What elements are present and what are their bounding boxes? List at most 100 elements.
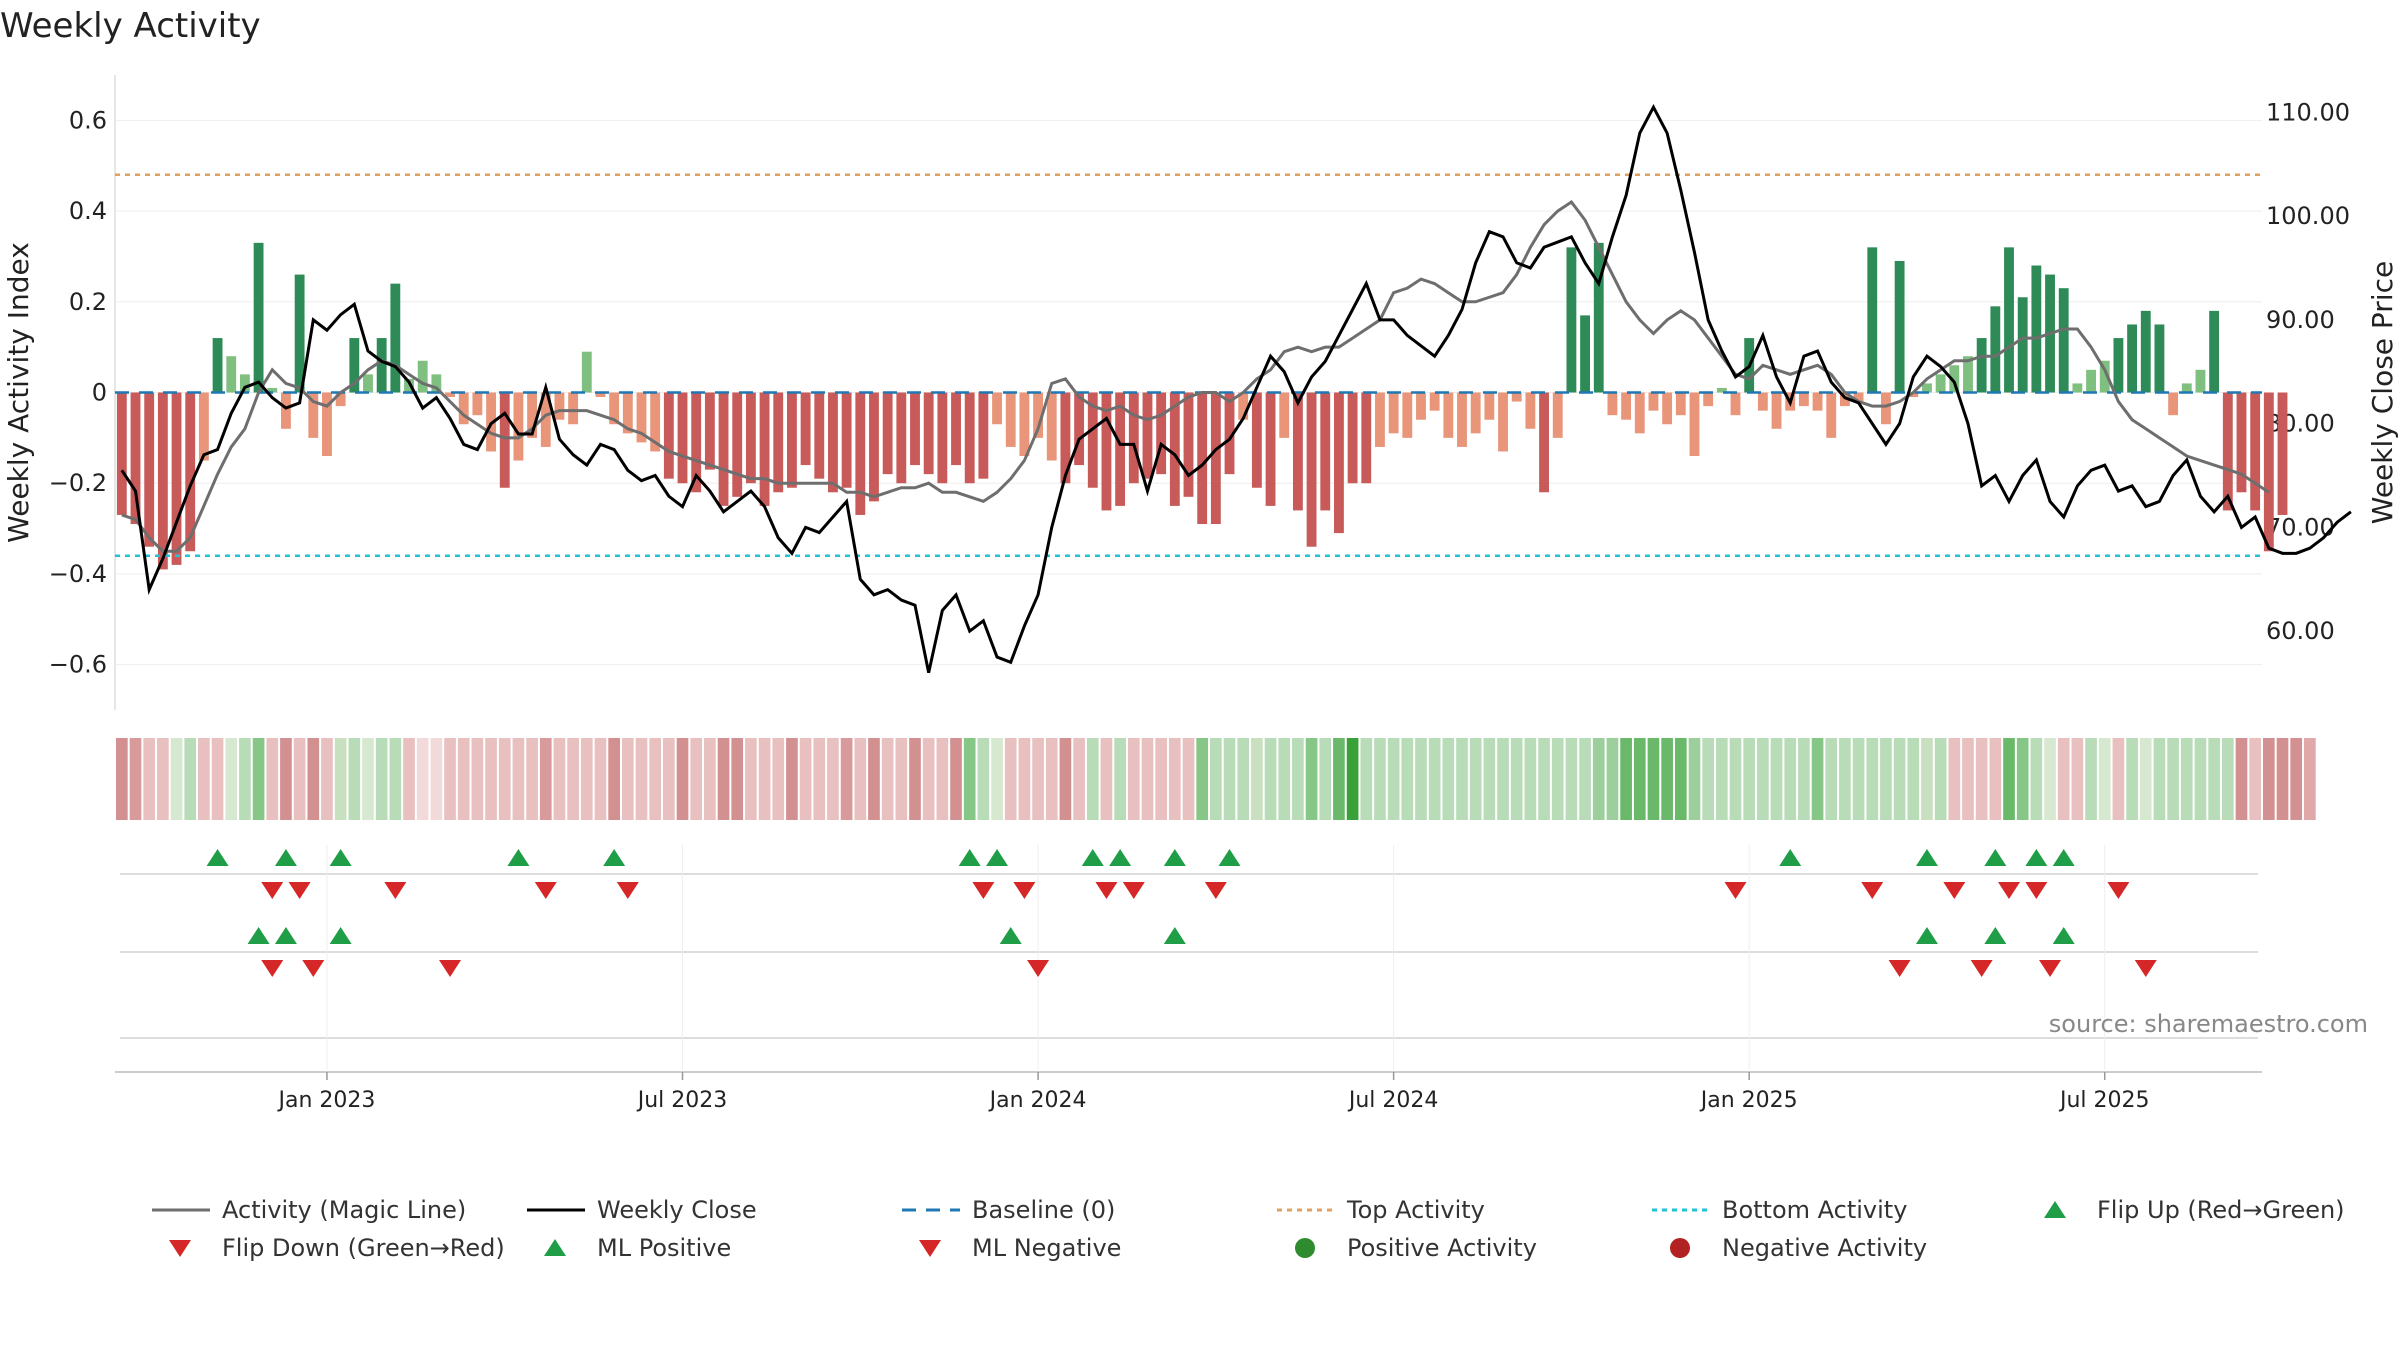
activity-strip-cell [1360, 738, 1373, 820]
activity-strip-cell [2180, 738, 2193, 820]
activity-bar [828, 392, 838, 493]
flip-down-marker [1861, 882, 1884, 899]
activity-bar [1894, 260, 1905, 393]
activity-bar [992, 392, 1002, 425]
activity-bar [1949, 365, 1960, 393]
activity-bar [2209, 310, 2220, 393]
flip-down-marker [1095, 882, 1118, 899]
activity-bar [814, 392, 825, 479]
flip-up-marker [507, 849, 530, 866]
flip-down-marker [2107, 882, 2130, 899]
activity-strip-cell [1114, 738, 1126, 820]
activity-bar [1716, 387, 1727, 393]
activity-bar [2099, 360, 2110, 393]
activity-strip-cell [485, 738, 497, 820]
activity-strip-cell [266, 738, 279, 820]
legend-swatch-ml_pos [544, 1239, 566, 1256]
activity-bar [1046, 392, 1057, 461]
activity-strip-cell [1729, 738, 1742, 820]
activity-strip-cell [1811, 738, 1824, 820]
ml-positive-marker [1163, 927, 1186, 944]
activity-strip-cell [1210, 738, 1222, 820]
flip-down-marker [1943, 882, 1966, 899]
activity-strip-cell [1880, 738, 1892, 820]
activity-strip-cell [1948, 738, 1961, 820]
activity-strip-cell [1661, 738, 1673, 820]
activity-bar [130, 392, 141, 525]
activity-strip-cell [621, 738, 634, 820]
activity-strip-cell [991, 738, 1003, 820]
activity-strip-cell [1620, 738, 1632, 820]
activity-bar [1334, 392, 1344, 534]
activity-bar [1963, 356, 1973, 393]
activity-bar [1908, 392, 1919, 398]
flip-up-marker [958, 849, 981, 866]
activity-strip-cell [1702, 738, 1714, 820]
activity-bar [1648, 392, 1659, 411]
activity-bar [1580, 315, 1591, 393]
flip-down-marker [384, 882, 407, 899]
activity-strip-cell [430, 738, 443, 820]
legend-label: Negative Activity [1722, 1234, 1928, 1262]
activity-bar [1976, 338, 1987, 393]
activity-bar [1498, 392, 1508, 452]
activity-bar [1703, 392, 1714, 407]
activity-bar [1128, 392, 1139, 484]
activity-bar [1730, 392, 1741, 416]
x-tick-label: Jan 2025 [1699, 1088, 1798, 1113]
activity-strip-cell [731, 738, 744, 820]
activity-bar [650, 392, 661, 452]
activity-bar [1922, 383, 1932, 393]
activity-bar [472, 392, 483, 416]
activity-bar [1060, 392, 1071, 484]
activity-strip-cell [1073, 738, 1085, 820]
flip-up-marker [1218, 849, 1241, 866]
flip-up-marker [1915, 849, 1938, 866]
y-tick-label: −0.6 [49, 651, 107, 679]
x-tick-label: Jul 2025 [2058, 1088, 2150, 1113]
activity-strip-cell [2126, 738, 2138, 820]
activity-bar [527, 392, 538, 438]
activity-strip-cell [1852, 738, 1865, 820]
activity-strip-cell [1921, 738, 1933, 820]
legend-item-pos_act: Positive Activity [1275, 1233, 1650, 1263]
activity-strip-cell [1415, 738, 1427, 820]
flip-up-marker [1163, 849, 1186, 866]
activity-strip-cell [1374, 738, 1386, 820]
activity-strip-cell [321, 738, 333, 820]
activity-bar [1511, 392, 1522, 402]
activity-strip-cell [2194, 738, 2207, 820]
activity-bar [786, 392, 797, 488]
activity-bar [1457, 392, 1467, 447]
activity-bar [2168, 392, 2179, 416]
activity-strip-cell [950, 738, 962, 820]
legend-item-neg_act: Negative Activity [1650, 1233, 2025, 1263]
activity-bar [923, 392, 934, 475]
flip-up-marker [603, 849, 626, 866]
flip-up-marker [206, 849, 229, 866]
activity-bar [609, 392, 620, 425]
y-tick-label: 0 [92, 379, 107, 407]
activity-strip-cell [895, 738, 908, 820]
flip-up-marker [1984, 849, 2007, 866]
legend-swatch-close [527, 1208, 585, 1212]
activity-strip-cell [1141, 738, 1154, 820]
flip-up-marker [986, 849, 1009, 866]
ml-negative-marker [1970, 960, 1993, 977]
activity-bar [2072, 383, 2083, 393]
activity-strip-cell [1182, 738, 1195, 820]
activity-bar [622, 392, 633, 434]
ml-positive-marker [274, 927, 297, 944]
activity-bar [1265, 392, 1276, 506]
activity-strip-cell [198, 738, 210, 820]
activity-strip-cell [471, 738, 484, 820]
activity-strip-cell [211, 738, 224, 820]
legend-label: Bottom Activity [1722, 1196, 1908, 1224]
activity-bar [349, 338, 360, 393]
activity-strip-cell [280, 738, 292, 820]
activity-bar [116, 392, 127, 515]
flip-up-marker [2052, 849, 2075, 866]
activity-bar [1484, 392, 1495, 420]
activity-bar [499, 392, 510, 488]
